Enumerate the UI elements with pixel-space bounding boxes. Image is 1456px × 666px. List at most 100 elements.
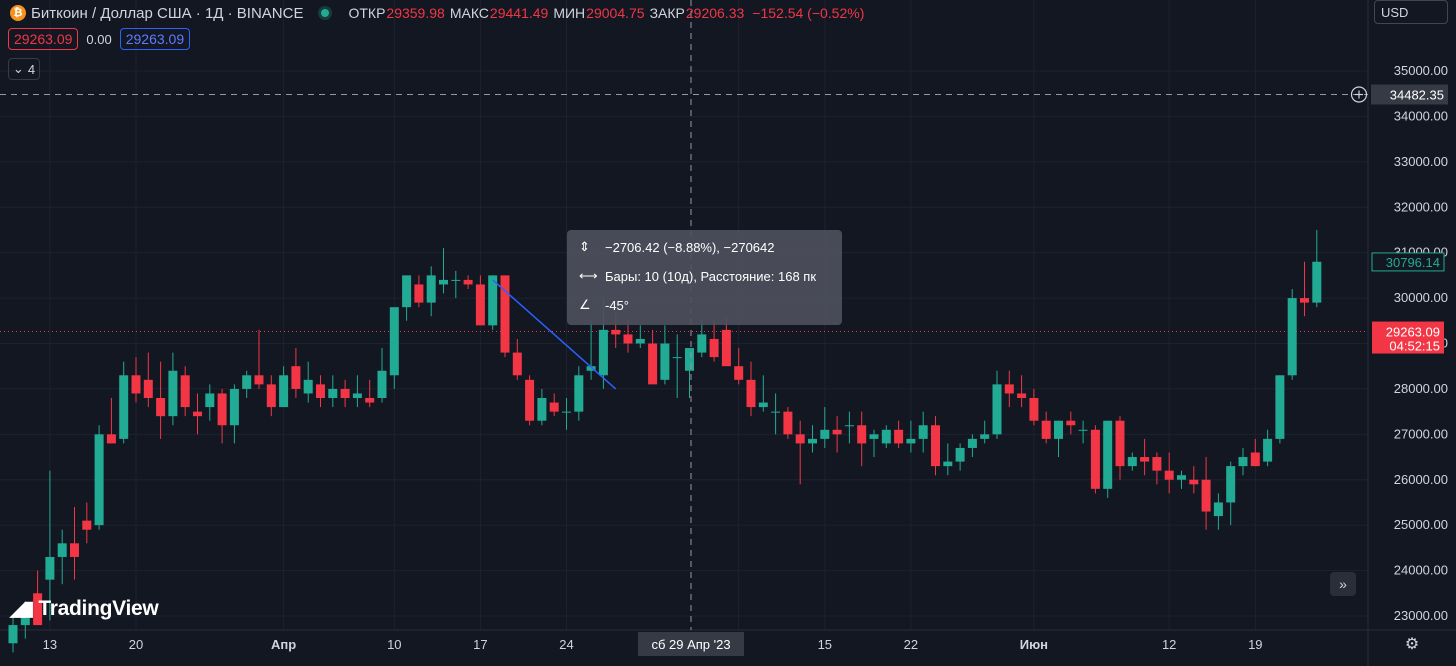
candle-body — [1115, 420, 1125, 467]
crosshair-price-label: 34482.35 — [1390, 88, 1444, 103]
add-alert-plus-icon[interactable] — [1350, 86, 1368, 103]
candle-body — [771, 411, 781, 413]
candle-body — [992, 384, 1002, 435]
candle-body — [525, 379, 535, 421]
candle-body — [106, 434, 116, 444]
date-tick-label: 12 — [1162, 637, 1176, 652]
date-tick-label: 17 — [473, 637, 487, 652]
price-tick-label: 35000.00 — [1394, 63, 1448, 78]
candle-body — [1152, 457, 1162, 471]
price-tick-label: 23000.00 — [1394, 608, 1448, 623]
market-open-dot-icon — [321, 9, 330, 17]
candle-body — [672, 357, 682, 359]
symbol-title[interactable]: Биткоин / Доллар США · 1Д · BINANCE — [31, 4, 304, 22]
candle-body — [119, 375, 129, 439]
price-range-row: ⇕ −2706.42 (−8.88%), −270642 — [579, 239, 775, 255]
candle-body — [709, 338, 719, 358]
measure-line[interactable] — [492, 279, 617, 390]
candle-body — [266, 384, 276, 408]
candle-body — [1263, 438, 1273, 462]
tradingview-logo[interactable]: ◢▮ TradingView — [10, 596, 159, 621]
tradingview-mark-icon: ◢▮ — [10, 598, 34, 620]
candle-body — [463, 279, 473, 285]
candle-body — [1300, 298, 1309, 303]
buy-button[interactable]: 29263.09 — [119, 28, 191, 50]
candle-body — [1164, 470, 1174, 480]
symbol-header: ₿ Биткоин / Доллар США · 1Д · BINANCE ОТ… — [0, 0, 864, 26]
candle-body — [943, 461, 953, 467]
candle-body — [451, 279, 461, 281]
candle-body — [1004, 384, 1014, 394]
candle-body — [377, 370, 387, 398]
candle-body — [734, 366, 744, 380]
marker-price-badge — [1371, 252, 1445, 272]
candle-body — [217, 393, 227, 426]
price-tick-label: 33000.00 — [1394, 154, 1448, 169]
angle-row: ∠ -45° — [579, 297, 629, 313]
candle-body — [1275, 375, 1285, 439]
candle-body — [242, 375, 252, 389]
candle-body — [1201, 479, 1211, 512]
price-tick-label: 24000.00 — [1394, 563, 1448, 578]
candle-body — [45, 556, 55, 580]
scroll-to-realtime-button[interactable]: » — [1330, 572, 1356, 596]
candle-body — [340, 388, 350, 398]
candle-body — [20, 611, 30, 626]
currency-selector[interactable]: USD — [1374, 0, 1448, 24]
candle-body — [820, 429, 830, 439]
indicators-toggle[interactable]: ⌄ 4 — [8, 58, 40, 80]
date-tick-label: 13 — [43, 637, 57, 652]
candle-body — [1066, 420, 1076, 426]
marker-price-label: 30796.14 — [1386, 255, 1440, 270]
candle-body — [1017, 393, 1027, 398]
angle-icon: ∠ — [579, 297, 591, 312]
candle-body — [229, 388, 239, 426]
candle-body — [180, 375, 190, 408]
measure-tooltip: ⇕ −2706.42 (−8.88%), −270642 ⟷ Бары: 10 … — [567, 230, 842, 325]
candle-body — [389, 307, 399, 376]
close-value: 29206.33 — [685, 5, 745, 21]
bar-countdown-label: 04:52:15 — [1389, 339, 1440, 354]
low-value: 29004.75 — [586, 5, 645, 21]
candle-body — [685, 348, 694, 371]
candle-body — [721, 329, 731, 367]
price-tick-label: 28000.00 — [1394, 381, 1448, 396]
currency-label: USD — [1381, 4, 1409, 20]
candle-body — [586, 366, 596, 371]
date-tick-label: 10 — [387, 637, 401, 652]
sell-button[interactable]: 29263.09 — [8, 28, 79, 50]
date-tick-label: 20 — [129, 637, 143, 652]
candle-body — [598, 329, 608, 376]
candle-body — [426, 275, 436, 303]
candle-body — [131, 375, 141, 394]
candle-body — [1041, 420, 1051, 439]
candle-body — [808, 438, 817, 444]
candle-body — [143, 379, 153, 398]
candle-body — [1312, 261, 1322, 303]
candle-body — [635, 338, 645, 344]
candle-body — [291, 366, 301, 389]
chevron-down-icon: ⌄ — [12, 61, 24, 76]
settings-gear-icon[interactable]: ⚙ — [1404, 636, 1420, 653]
candle-body — [352, 393, 362, 398]
candle-body — [1250, 452, 1260, 467]
candle-body — [955, 447, 965, 462]
candle-body — [967, 438, 977, 448]
candle-body — [402, 275, 412, 308]
candle-body — [205, 393, 215, 408]
order-row: 29263.09 0.00 29263.09 — [8, 28, 191, 50]
candle-body — [500, 275, 510, 353]
candle-body — [549, 402, 559, 412]
candle-body — [8, 625, 18, 644]
candle-body — [254, 375, 264, 385]
candle-body — [746, 379, 756, 408]
date-tick-label: Июн — [1020, 637, 1048, 652]
candle-body — [1177, 475, 1186, 480]
candle-body — [1054, 420, 1063, 439]
high-label: МАКС — [449, 5, 489, 21]
price-tick-label: 32000.00 — [1394, 199, 1448, 214]
candle-body — [918, 425, 928, 439]
double-chevron-right-icon: » — [1339, 576, 1347, 592]
